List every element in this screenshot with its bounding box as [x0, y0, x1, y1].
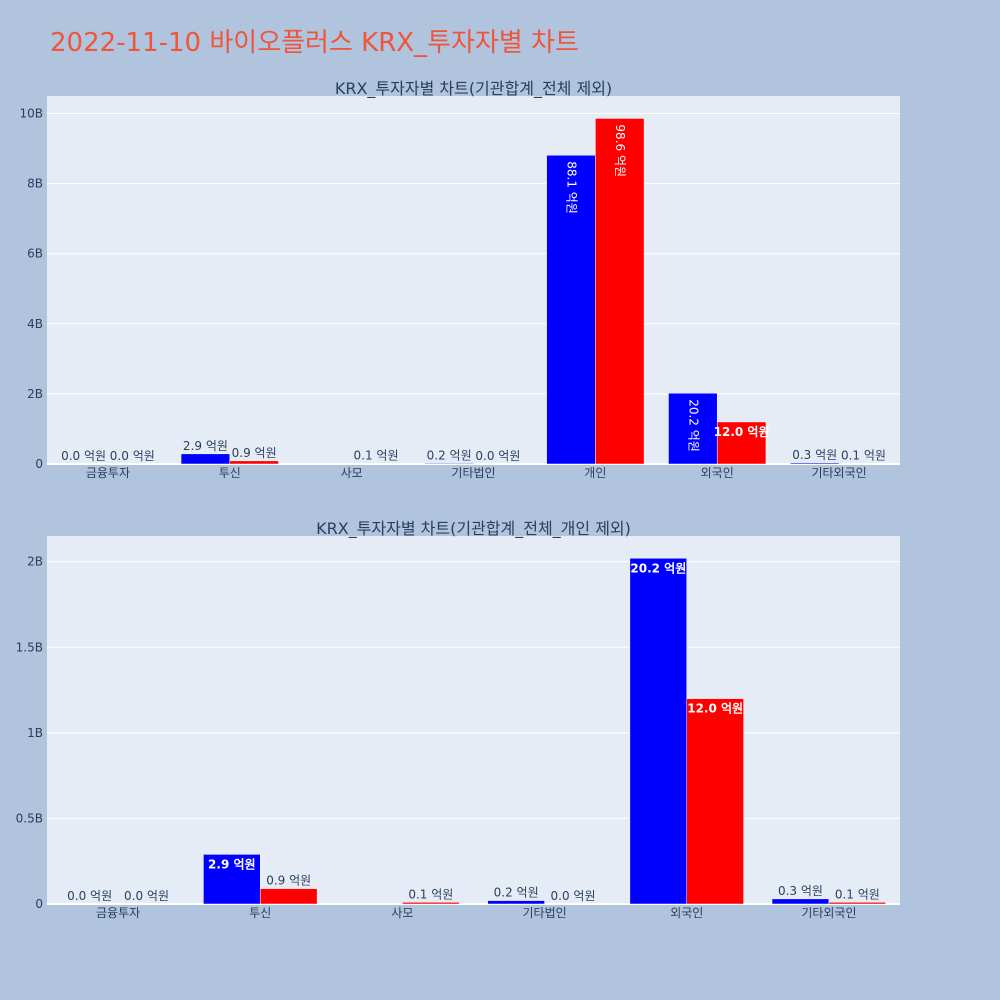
- bar: [260, 888, 318, 905]
- y-tick-label: 1.5B: [16, 640, 43, 654]
- y-tick-label: 4B: [27, 317, 43, 331]
- data-label: 0.1 억원: [835, 887, 880, 901]
- x-tick-label: 기타법인: [522, 906, 566, 920]
- data-label: 0.1 억원: [841, 449, 886, 463]
- bar: [487, 900, 545, 905]
- data-label: 0.3 억원: [792, 448, 837, 462]
- y-tick-label: 1B: [27, 726, 43, 740]
- data-label: 0.0 억원: [67, 889, 112, 903]
- data-label: 0.2 억원: [427, 448, 472, 462]
- x-tick-label: 기타법인: [451, 466, 495, 480]
- data-label: 0.0 억원: [551, 889, 596, 903]
- x-tick-label: 금융투자: [86, 466, 130, 480]
- data-label: 0.0 억원: [61, 449, 106, 463]
- chart-bottom: 0 0.5B 1B 1.5B 2B KRX_투자자별 차트(기관합계_전체_개인 제외) 금…: [16, 519, 900, 920]
- data-label: 88.1 억원: [564, 161, 578, 214]
- data-label: 12.0 억원: [687, 702, 743, 716]
- data-label: 12.0 억원: [714, 425, 770, 439]
- bar: [595, 118, 645, 465]
- data-label: 0.3 억원: [778, 884, 823, 898]
- data-label: 2.9 억원: [208, 857, 256, 871]
- y-tick-label: 8B: [27, 177, 43, 191]
- x-tick-label: 투신: [219, 466, 241, 480]
- data-label: 0.9 억원: [266, 874, 311, 888]
- bar: [229, 460, 279, 465]
- x-tick-label: 외국인: [670, 906, 703, 920]
- y-tick-label: 2B: [27, 555, 43, 569]
- y-tick-label: 2B: [27, 387, 43, 401]
- chart-title: KRX_투자자별 차트(기관합계_전체 제외): [335, 79, 612, 99]
- y-tick-label: 6B: [27, 247, 43, 261]
- y-tick-label: 0.5B: [16, 811, 43, 825]
- bar: [828, 902, 887, 905]
- x-tick-label: 금융투자: [96, 906, 140, 920]
- data-label: 0.0 억원: [475, 449, 520, 463]
- bar: [668, 392, 718, 465]
- data-label: 0.1 억원: [408, 887, 453, 901]
- y-tick-label: 0: [35, 457, 43, 471]
- x-tick-label: 기타외국인: [801, 906, 856, 920]
- data-label: 0.1 억원: [354, 449, 399, 463]
- bar: [402, 902, 460, 905]
- bar: [790, 462, 840, 465]
- bar: [424, 463, 474, 465]
- y-tick-label: 0: [35, 897, 43, 911]
- x-tick-label: 사모: [391, 906, 413, 920]
- bar: [716, 421, 767, 465]
- data-label: 20.2 억원: [686, 399, 700, 452]
- y-tick-label: 10B: [19, 107, 43, 121]
- x-tick-label: 투신: [249, 906, 271, 920]
- x-tick-label: 기타외국인: [811, 466, 866, 480]
- data-label: 0.0 억원: [124, 889, 169, 903]
- bar: [771, 898, 830, 905]
- bar: [180, 453, 231, 465]
- chart-title: KRX_투자자별 차트(기관합계_전체_개인 제외): [316, 519, 631, 539]
- chart-top: 0 2B 4B 6B 8B 10B KRX_투자자별 차트(기관합계_전체 제외) 금융투자 0…: [19, 79, 900, 480]
- bar: [686, 698, 744, 905]
- page-title: 2022-11-10 바이오플러스 KRX_투자자별 차트: [50, 28, 579, 58]
- data-label: 20.2 억원: [630, 561, 686, 575]
- data-label: 0.9 억원: [232, 446, 277, 460]
- x-tick-label: 외국인: [701, 466, 734, 480]
- x-tick-label: 개인: [584, 466, 606, 480]
- data-label: 0.2 억원: [494, 886, 539, 900]
- x-tick-label: 사모: [341, 466, 363, 480]
- data-label: 2.9 억원: [183, 439, 228, 453]
- plot-area: [47, 536, 900, 904]
- bar: [629, 558, 688, 905]
- data-label: 98.6 억원: [613, 124, 627, 177]
- bar: [203, 854, 261, 905]
- plot-area: [47, 96, 900, 464]
- data-label: 0.0 억원: [110, 449, 155, 463]
